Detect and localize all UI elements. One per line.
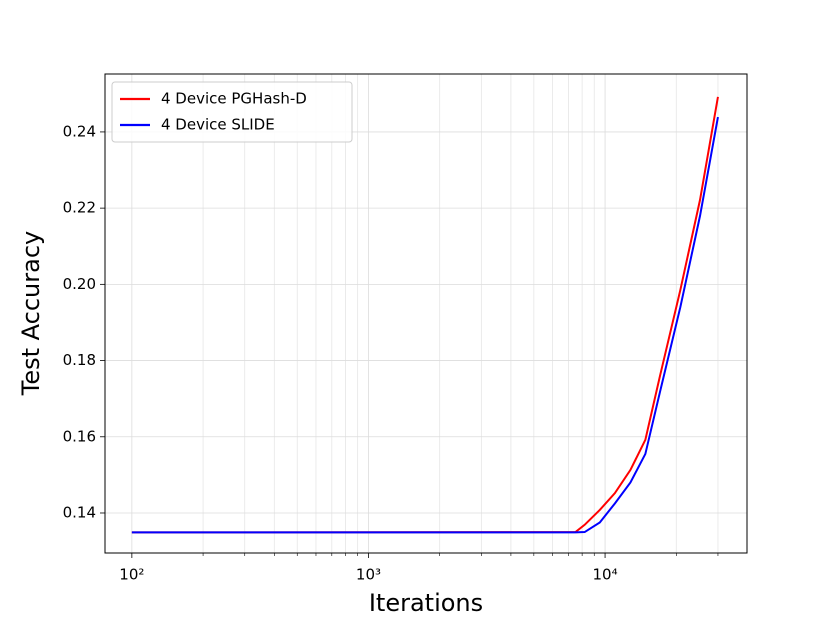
legend-box — [111, 81, 353, 143]
y-axis-label: Test Accuracy — [17, 231, 45, 396]
x-tick-label: 10² — [119, 566, 144, 584]
series-line — [131, 116, 719, 534]
legend-label: 4 Device PGHash-D — [161, 90, 307, 108]
y-tick-label: 0.14 — [63, 503, 96, 521]
x-tick-label: 10³ — [356, 566, 381, 584]
y-tick-label: 0.16 — [63, 427, 96, 445]
legend-label: 4 Device SLIDE — [161, 116, 275, 134]
plot-frame — [104, 73, 748, 554]
y-tick-label: 0.18 — [63, 351, 96, 369]
series-line — [131, 96, 719, 534]
x-tick-label: 10⁴ — [593, 566, 618, 584]
x-axis-label: Iterations — [369, 589, 483, 617]
y-tick-label: 0.24 — [63, 122, 96, 140]
y-tick-label: 0.20 — [63, 275, 96, 293]
y-tick-label: 0.22 — [63, 199, 96, 217]
